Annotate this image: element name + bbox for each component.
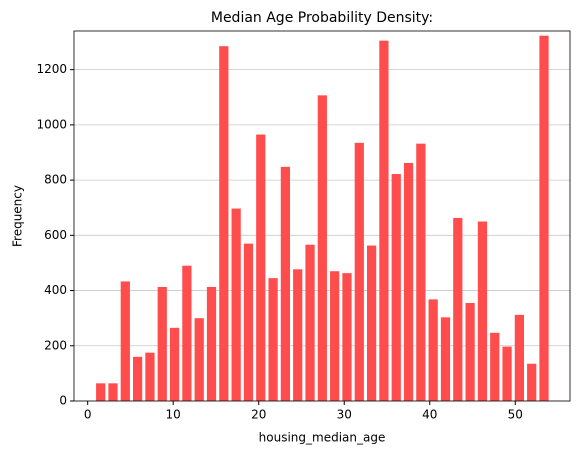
y-tick-label: 800 [44, 173, 67, 187]
plot-frame [73, 30, 571, 402]
x-tick-label: 50 [508, 408, 523, 422]
bar [219, 46, 229, 402]
x-tick-label: 20 [251, 408, 266, 422]
bar [490, 332, 500, 401]
bar [96, 383, 106, 401]
bar [120, 281, 130, 401]
bar [416, 143, 426, 401]
bar [391, 174, 401, 401]
bar [194, 318, 204, 401]
x-tick-label: 40 [422, 408, 437, 422]
y-tick-label: 1200 [36, 62, 67, 76]
bar [133, 356, 143, 401]
bar [428, 299, 438, 401]
bar [317, 95, 327, 402]
bar [366, 245, 377, 401]
bar [514, 314, 524, 401]
x-tick-label: 0 [84, 408, 92, 422]
bar [539, 35, 549, 401]
bar [157, 286, 167, 401]
bar [182, 265, 192, 401]
bar [243, 243, 254, 401]
bar [206, 286, 217, 401]
bar [379, 40, 389, 401]
bar [268, 278, 278, 401]
bar [477, 221, 488, 401]
bar [108, 383, 118, 401]
bar [453, 217, 463, 401]
bar [280, 166, 291, 401]
bar [527, 363, 537, 401]
x-axis-label: housing_median_age [259, 431, 386, 445]
bar [305, 244, 315, 401]
y-tick-label: 600 [44, 228, 67, 242]
y-tick-label: 400 [44, 283, 67, 297]
bar [465, 302, 475, 401]
bar [256, 134, 266, 401]
bar [354, 142, 364, 401]
bar [502, 346, 512, 401]
x-tick-label: 30 [337, 408, 352, 422]
bar [293, 269, 303, 401]
bar [330, 271, 340, 401]
bar [440, 317, 451, 401]
y-tick-label: 1000 [36, 117, 67, 131]
bar [231, 208, 241, 401]
bar [169, 327, 180, 401]
bar [145, 352, 155, 401]
bar [342, 273, 352, 401]
chart-title: Median Age Probability Density: [211, 10, 433, 26]
y-tick-label: 200 [44, 338, 67, 352]
y-axis-label: Frequency [11, 185, 25, 247]
y-tick-label: 0 [59, 394, 67, 408]
x-tick-label: 10 [166, 408, 181, 422]
bar [403, 162, 414, 401]
